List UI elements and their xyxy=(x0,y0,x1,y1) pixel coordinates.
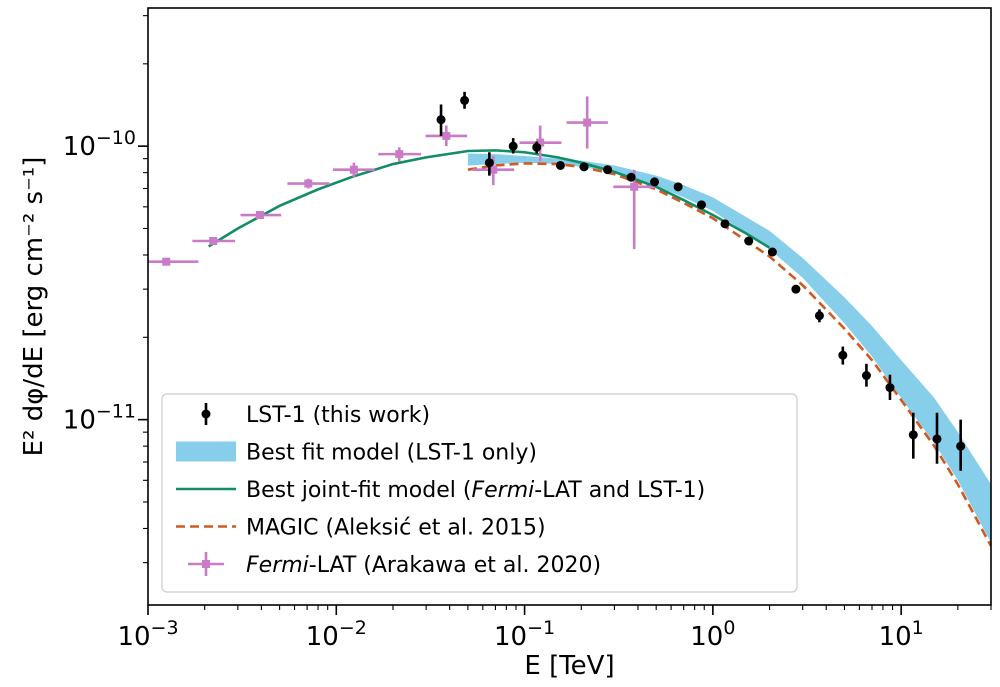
fermi-point xyxy=(378,147,422,162)
fermi-point xyxy=(613,169,655,250)
lst1-point xyxy=(744,236,754,246)
x-tick-label: 10−3 xyxy=(117,617,178,652)
legend-item-joint: Best joint-fit model (Fermi-LAT and LST-… xyxy=(176,478,705,503)
fermi-point xyxy=(240,211,282,220)
y-tick-label: 10−10 xyxy=(63,127,136,162)
lst1-point xyxy=(696,200,706,210)
lst1-marker xyxy=(650,177,660,187)
legend-label: Best fit model (LST-1 only) xyxy=(246,441,537,466)
fermi-marker xyxy=(536,138,545,147)
line-joint-fit xyxy=(207,149,771,249)
legend-marker xyxy=(202,560,210,568)
lst1-marker xyxy=(720,219,730,229)
axes: 10−3 10−2 10−1 100 101 10−11 10−10 E [TeV] E² dφ… xyxy=(19,7,992,681)
fermi-point xyxy=(425,125,468,147)
fermi-marker xyxy=(489,165,498,174)
lst1-point xyxy=(673,182,683,192)
lst1-marker xyxy=(838,350,848,360)
lst1-point xyxy=(603,165,613,175)
band-lst1-fit xyxy=(467,153,991,543)
legend-label: LST-1 (this work) xyxy=(246,403,430,428)
x-axis-title: E [TeV] xyxy=(524,651,614,681)
lst1-point xyxy=(720,219,730,229)
lst1-marker xyxy=(460,95,470,105)
legend-item-lst1: LST-1 (this work) xyxy=(201,403,430,428)
lst1-marker xyxy=(744,236,754,246)
plot-area xyxy=(148,91,991,547)
lst1-marker xyxy=(791,284,801,294)
lst1-point xyxy=(861,363,871,387)
fermi-marker xyxy=(442,131,451,140)
plot-frame xyxy=(147,7,992,606)
y-axis-title: E² dφ/dE [erg cm⁻² s⁻¹] xyxy=(19,157,49,457)
legend-label: Best joint-fit model (Fermi-LAT and LST-… xyxy=(246,478,705,503)
y-tick-label: 10−11 xyxy=(63,401,136,436)
fermi-marker xyxy=(209,236,218,245)
legend-handle xyxy=(176,441,236,462)
plot-content xyxy=(148,91,991,547)
legend-label: Fermi-LAT (Arakawa et al. 2020) xyxy=(246,553,601,578)
fermi-marker xyxy=(304,179,313,188)
lst1-marker xyxy=(555,160,565,170)
lst1-marker xyxy=(484,158,494,168)
legend-label: MAGIC (Aleksić et al. 2015) xyxy=(246,516,546,541)
lst1-marker xyxy=(932,434,942,444)
lst1-marker xyxy=(696,200,706,210)
lst1-marker xyxy=(956,441,966,451)
lst1-point xyxy=(579,162,589,172)
legend-item-band: Best fit model (LST-1 only) xyxy=(176,441,537,466)
lst1-marker xyxy=(626,172,636,182)
lst1-point xyxy=(885,374,895,400)
fermi-point xyxy=(566,96,608,149)
fermi-point xyxy=(519,125,562,162)
fermi-marker xyxy=(583,118,592,127)
legend-item-fermi: Fermi-LAT (Arakawa et al. 2020) xyxy=(188,552,601,578)
lst1-point xyxy=(791,284,801,294)
legend: LST-1 (this work) Best fit model (LST-1 o… xyxy=(161,393,798,593)
lst1-marker xyxy=(436,115,446,125)
x-tick-label: 101 xyxy=(879,617,924,652)
lst1-marker xyxy=(603,165,613,175)
fermi-point xyxy=(148,257,199,266)
fermi-marker xyxy=(255,211,264,220)
lst1-marker xyxy=(767,247,777,257)
x-tick-label: 10−2 xyxy=(306,617,367,652)
lst1-marker xyxy=(532,142,542,152)
lst1-marker xyxy=(579,162,589,172)
legend-item-magic: MAGIC (Aleksić et al. 2015) xyxy=(176,516,546,541)
lst1-point xyxy=(814,309,824,323)
legend-box xyxy=(161,393,798,593)
fermi-marker xyxy=(630,182,639,191)
fermi-point xyxy=(332,162,375,178)
x-tick-label: 10−1 xyxy=(494,617,555,652)
lst1-point xyxy=(767,247,777,257)
lst1-marker xyxy=(908,430,918,440)
lst1-marker xyxy=(814,311,824,321)
fermi-marker xyxy=(349,165,358,174)
legend-marker xyxy=(201,409,211,419)
lst1-point xyxy=(932,412,942,464)
lst1-marker xyxy=(885,383,895,393)
lst1-point xyxy=(626,172,636,182)
fermi-marker xyxy=(162,257,171,266)
lst1-point xyxy=(436,104,446,136)
lst1-point xyxy=(956,419,966,471)
fermi-point xyxy=(287,178,330,189)
lst1-point xyxy=(555,160,565,170)
lst1-point xyxy=(484,152,494,176)
x-tick-label: 100 xyxy=(690,617,735,652)
lst1-marker xyxy=(673,182,683,192)
fermi-marker xyxy=(395,150,404,159)
lst1-marker xyxy=(861,371,871,381)
lst1-point xyxy=(460,91,470,109)
lst1-point xyxy=(650,177,660,187)
lst1-point xyxy=(508,138,518,154)
lst1-point xyxy=(532,141,542,154)
lst1-point xyxy=(838,346,848,365)
lst1-point xyxy=(908,412,918,459)
fermi-point xyxy=(192,236,236,245)
lst1-marker xyxy=(508,141,518,151)
